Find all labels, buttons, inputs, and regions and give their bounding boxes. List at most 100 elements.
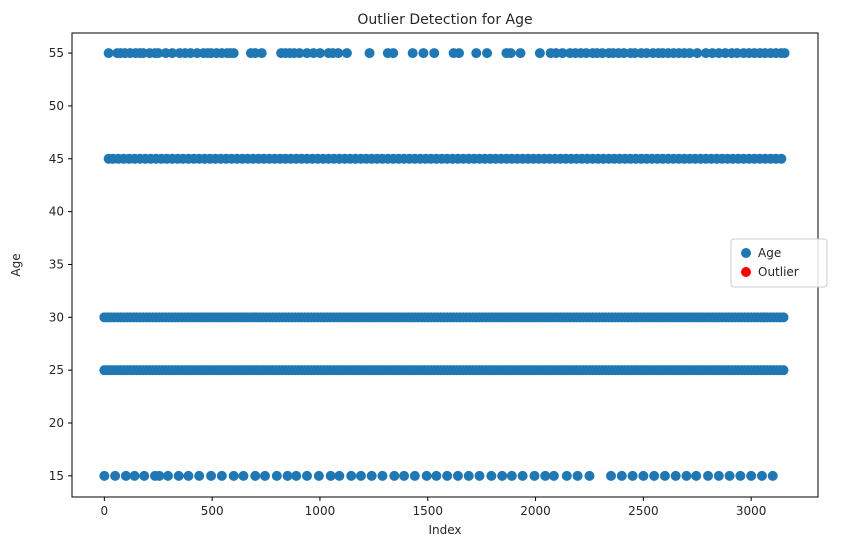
data-point-age xyxy=(540,470,551,481)
data-point-age xyxy=(167,48,178,59)
data-point-age xyxy=(505,48,516,59)
data-point-age xyxy=(429,48,440,59)
data-point-age xyxy=(389,470,400,481)
data-point-age xyxy=(421,470,432,481)
data-point-age xyxy=(282,470,293,481)
legend-label-outlier: Outlier xyxy=(758,265,799,279)
data-point-age xyxy=(486,470,497,481)
data-point-age xyxy=(713,470,724,481)
x-tick-label: 1500 xyxy=(412,504,443,518)
data-point-age xyxy=(517,470,528,481)
y-axis: 15 20 25 30 35 40 45 50 55 xyxy=(49,46,72,483)
y-tick-label: 45 xyxy=(49,152,64,166)
x-axis: 0 500 1000 1500 2000 2500 3000 xyxy=(101,497,767,518)
x-tick-label: 0 xyxy=(101,504,109,518)
data-point-age xyxy=(746,470,757,481)
data-point-age xyxy=(670,470,681,481)
data-point-age xyxy=(238,470,249,481)
data-point-age xyxy=(99,470,110,481)
data-point-age xyxy=(228,470,239,481)
x-axis-label: Index xyxy=(428,523,461,537)
y-tick-label: 55 xyxy=(49,46,64,60)
legend-marker-age xyxy=(741,248,751,258)
data-point-age xyxy=(463,470,474,481)
data-point-age xyxy=(681,470,692,481)
data-point-age xyxy=(606,470,617,481)
data-point-age xyxy=(228,48,239,59)
data-point-age xyxy=(724,470,735,481)
y-tick-label: 30 xyxy=(49,310,64,324)
data-point-age xyxy=(584,470,595,481)
data-point-age xyxy=(129,470,140,481)
data-point-age xyxy=(341,48,352,59)
data-point-age xyxy=(616,470,627,481)
data-point-age xyxy=(162,470,173,481)
data-point-age xyxy=(534,48,545,59)
y-tick-label: 50 xyxy=(49,99,64,113)
data-point-age xyxy=(355,470,366,481)
data-point-age xyxy=(346,470,357,481)
data-point-age xyxy=(452,470,463,481)
data-point-age xyxy=(506,470,517,481)
data-point-age xyxy=(684,48,695,59)
data-point-age xyxy=(334,470,345,481)
data-point-age xyxy=(110,470,121,481)
y-tick-label: 15 xyxy=(49,469,64,483)
data-point-age xyxy=(139,470,150,481)
data-point-age xyxy=(302,470,313,481)
legend: Age Outlier xyxy=(730,238,828,288)
legend-marker-outlier xyxy=(741,267,751,277)
data-point-age xyxy=(431,470,442,481)
data-point-age xyxy=(103,48,114,59)
data-point-age xyxy=(364,48,375,59)
data-point-age xyxy=(173,470,184,481)
points-layer xyxy=(99,48,790,481)
data-point-age xyxy=(627,470,638,481)
data-point-age xyxy=(454,48,465,59)
data-point-age xyxy=(120,470,131,481)
data-point-age xyxy=(529,470,540,481)
data-point-age xyxy=(482,48,493,59)
y-tick-label: 20 xyxy=(49,416,64,430)
data-point-age xyxy=(561,470,572,481)
legend-frame xyxy=(730,238,828,288)
data-point-age xyxy=(692,48,703,59)
data-point-age xyxy=(474,470,485,481)
data-point-age xyxy=(153,48,164,59)
data-point-age xyxy=(366,470,377,481)
data-point-age xyxy=(294,48,305,59)
x-tick-label: 2500 xyxy=(628,504,659,518)
data-point-age xyxy=(735,470,746,481)
data-point-age xyxy=(767,470,778,481)
data-point-age xyxy=(271,470,282,481)
data-point-age xyxy=(659,470,670,481)
data-point-age xyxy=(399,470,410,481)
data-point-age xyxy=(407,48,418,59)
data-point-age xyxy=(194,470,205,481)
y-axis-label: Age xyxy=(9,253,23,276)
data-point-age xyxy=(256,48,267,59)
data-point-age xyxy=(409,470,420,481)
data-point-age xyxy=(572,470,583,481)
data-point-age xyxy=(638,470,649,481)
data-point-age xyxy=(649,470,660,481)
data-point-age xyxy=(515,48,526,59)
data-point-age xyxy=(333,48,344,59)
data-point-age xyxy=(756,470,767,481)
data-point-age xyxy=(548,470,559,481)
data-point-age xyxy=(325,470,336,481)
x-tick-label: 2000 xyxy=(520,504,551,518)
data-point-age xyxy=(497,470,508,481)
data-point-age xyxy=(154,470,165,481)
data-point-age xyxy=(778,312,789,323)
data-point-age xyxy=(557,48,568,59)
x-tick-label: 3000 xyxy=(736,504,767,518)
data-point-age xyxy=(259,470,270,481)
legend-label-age: Age xyxy=(758,246,781,260)
y-tick-label: 35 xyxy=(49,257,64,271)
data-point-age xyxy=(388,48,399,59)
x-tick-label: 1000 xyxy=(305,504,336,518)
data-point-age xyxy=(313,470,324,481)
data-point-age xyxy=(776,153,787,164)
